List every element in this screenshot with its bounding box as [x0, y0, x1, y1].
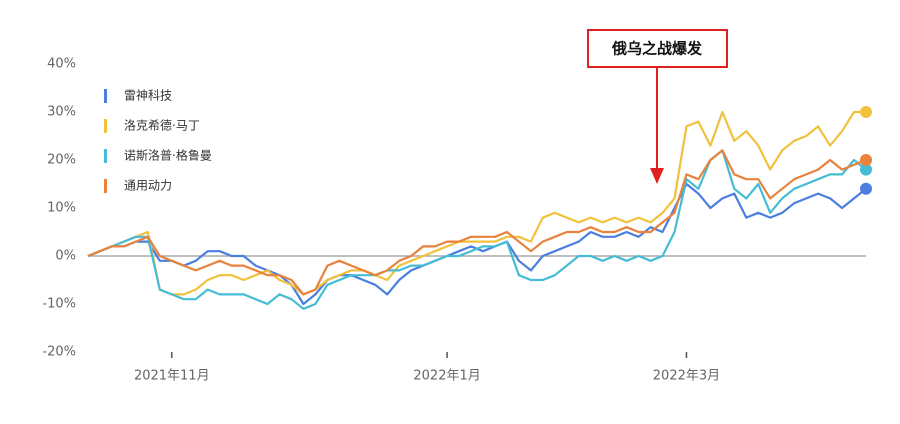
legend-swatch	[104, 179, 107, 193]
legend-label: 洛克希德·马丁	[124, 118, 200, 133]
legend-label: 诺斯洛普·格鲁曼	[124, 148, 212, 163]
y-tick-label: 30%	[47, 105, 76, 120]
legend-label: 通用动力	[124, 179, 172, 193]
series-line	[87, 110, 866, 296]
legend-swatch	[104, 89, 107, 103]
end-dot	[860, 182, 872, 195]
y-tick-label: 20%	[47, 153, 76, 168]
y-tick-label: -10%	[42, 297, 76, 312]
end-dot	[860, 163, 872, 176]
legend-swatch	[104, 119, 107, 133]
series-line	[87, 149, 867, 310]
x-tick-label: 2022年3月	[653, 369, 720, 384]
annotation-arrowhead	[650, 168, 664, 184]
legend-swatch	[104, 149, 107, 163]
x-tick-label: 2022年1月	[413, 369, 480, 384]
end-dot	[860, 154, 872, 166]
x-tick-label: 2021年11月	[134, 369, 210, 384]
series-line	[87, 149, 867, 296]
y-tick-label: -20%	[42, 345, 76, 360]
y-tick-label: 0%	[55, 249, 76, 264]
annotation-box	[587, 29, 728, 68]
y-tick-label: 10%	[47, 201, 76, 216]
series-line	[87, 182, 867, 306]
y-tick-label: 40%	[47, 57, 76, 72]
legend-label: 雷神科技	[124, 89, 172, 103]
end-dot	[860, 106, 872, 118]
annotation-text: 俄乌之战爆发	[611, 40, 703, 58]
